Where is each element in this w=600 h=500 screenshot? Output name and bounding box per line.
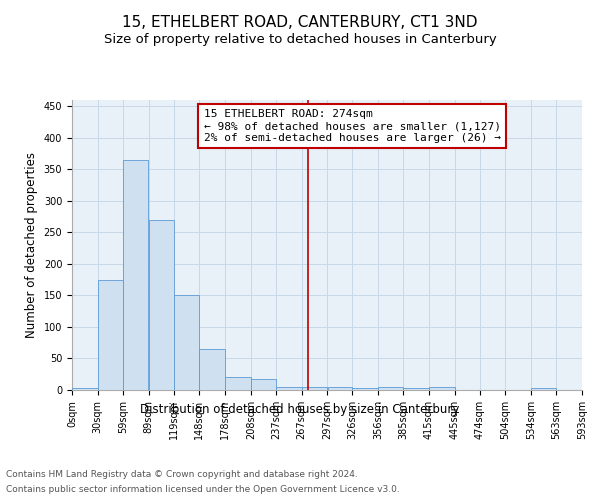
- Bar: [328, 387, 352, 390]
- Bar: [98, 280, 124, 390]
- Text: 15 ETHELBERT ROAD: 274sqm
← 98% of detached houses are smaller (1,127)
2% of sem: 15 ETHELBERT ROAD: 274sqm ← 98% of detac…: [203, 110, 500, 142]
- Bar: [72, 388, 98, 390]
- Text: Distribution of detached houses by size in Canterbury: Distribution of detached houses by size …: [140, 402, 460, 415]
- Bar: [199, 349, 225, 390]
- Bar: [225, 378, 251, 390]
- Bar: [251, 380, 275, 390]
- Bar: [123, 160, 148, 390]
- Bar: [429, 387, 455, 390]
- Text: Contains HM Land Registry data © Crown copyright and database right 2024.: Contains HM Land Registry data © Crown c…: [6, 470, 358, 479]
- Text: Contains public sector information licensed under the Open Government Licence v3: Contains public sector information licen…: [6, 485, 400, 494]
- Bar: [302, 387, 328, 390]
- Bar: [403, 388, 429, 390]
- Bar: [379, 387, 403, 390]
- Text: 15, ETHELBERT ROAD, CANTERBURY, CT1 3ND: 15, ETHELBERT ROAD, CANTERBURY, CT1 3ND: [122, 15, 478, 30]
- Bar: [175, 296, 199, 390]
- Bar: [532, 388, 556, 390]
- Bar: [276, 387, 302, 390]
- Text: Size of property relative to detached houses in Canterbury: Size of property relative to detached ho…: [104, 32, 496, 46]
- Bar: [149, 220, 174, 390]
- Y-axis label: Number of detached properties: Number of detached properties: [25, 152, 38, 338]
- Bar: [352, 388, 378, 390]
